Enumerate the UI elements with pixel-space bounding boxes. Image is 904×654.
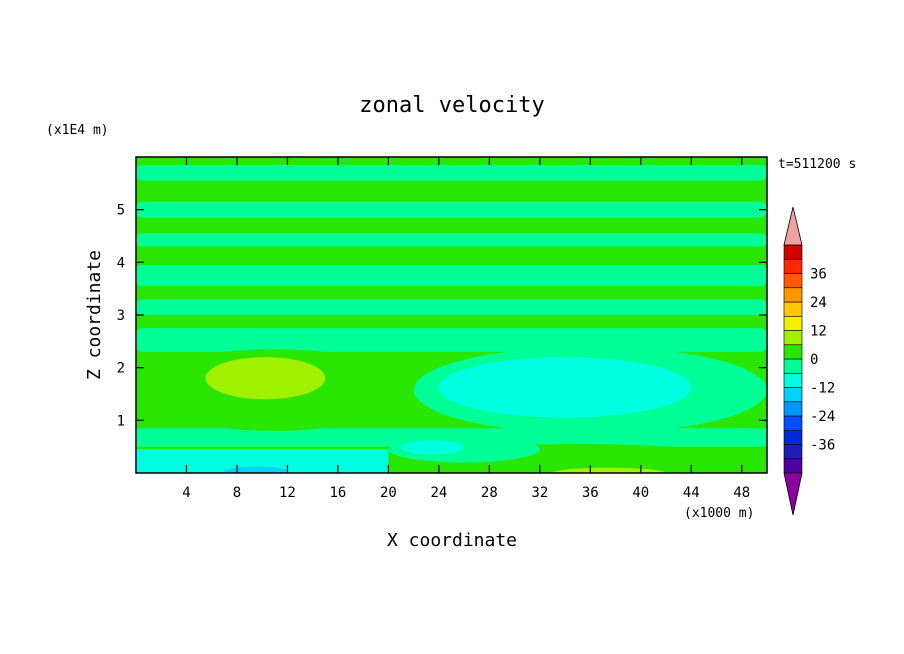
contour-region-2 xyxy=(136,201,767,218)
colorbar-tick-label: -36 xyxy=(810,438,835,454)
contour-region-6 xyxy=(136,328,767,352)
colorbar-swatch xyxy=(783,344,803,360)
colorbar-swatch xyxy=(783,372,803,388)
colorbar-swatch xyxy=(783,387,803,403)
x-tick-label: 20 xyxy=(380,485,397,501)
y-tick-label: 3 xyxy=(117,308,125,324)
y-axis-ticks: 1 2 3 4 5 xyxy=(117,203,767,429)
x-tick-label: 36 xyxy=(582,485,599,501)
colorbar-swatch xyxy=(783,444,803,460)
x-tick-label: 32 xyxy=(531,485,548,501)
contour-field xyxy=(136,157,767,473)
contour-region-17 xyxy=(205,357,326,400)
chart-title: zonal velocity xyxy=(359,93,544,118)
x-tick-label: 48 xyxy=(733,485,750,501)
colorbar-tick-label: 36 xyxy=(810,267,827,283)
contour-region-5 xyxy=(136,299,767,315)
x-tick-label: 24 xyxy=(430,485,447,501)
colorbar-swatch xyxy=(783,429,803,445)
colorbar-swatch xyxy=(783,258,803,274)
y-tick-label: 5 xyxy=(117,203,125,219)
x-tick-label: 4 xyxy=(182,485,190,501)
x-tick-label: 16 xyxy=(329,485,346,501)
colorbar-swatch xyxy=(783,273,803,289)
colorbar-tick-label: 12 xyxy=(810,324,827,340)
x-axis-label: X coordinate xyxy=(387,530,517,551)
contour-region-11 xyxy=(224,466,288,473)
x-tick-label: 44 xyxy=(683,485,700,501)
x-tick-label: 12 xyxy=(279,485,296,501)
colorbar-swatch xyxy=(783,415,803,431)
colorbar-swatch xyxy=(783,301,803,317)
colorbar-extend-low xyxy=(783,472,803,516)
contour-region-20 xyxy=(552,372,679,410)
colorbar-tick-label: -24 xyxy=(810,409,835,425)
contour-region-13 xyxy=(552,467,667,473)
colorbar-tick-label: 0 xyxy=(810,352,818,368)
contour-region-1 xyxy=(136,164,767,181)
y-tick-label: 4 xyxy=(117,255,125,271)
colorbar-swatch xyxy=(783,458,803,474)
colorbar: 36 24 12 0 -12 -24 -36 xyxy=(783,206,835,516)
y-axis-label: Z coordinate xyxy=(84,250,105,380)
time-label: t=511200 s xyxy=(778,157,856,172)
contour-region-4 xyxy=(136,264,767,287)
colorbar-tick-label: 24 xyxy=(810,295,827,311)
x-tick-label: 8 xyxy=(233,485,241,501)
x-unit-label: (x1000 m) xyxy=(684,506,754,521)
x-axis-ticks: 4 8 12 16 20 24 28 32 36 40 44 48 xyxy=(182,157,750,501)
colorbar-tick-label: -12 xyxy=(810,381,835,397)
colorbar-swatch xyxy=(783,358,803,374)
contour-region-15 xyxy=(401,440,465,455)
x-tick-label: 28 xyxy=(481,485,498,501)
x-tick-label: 40 xyxy=(632,485,649,501)
colorbar-swatch xyxy=(783,315,803,331)
colorbar-extend-high xyxy=(783,206,803,246)
y-tick-label: 1 xyxy=(117,413,125,429)
colorbar-swatch xyxy=(783,244,803,260)
colorbar-swatch xyxy=(783,287,803,303)
y-unit-label: (x1E4 m) xyxy=(46,123,109,138)
colorbar-swatch xyxy=(783,401,803,417)
colorbar-swatch xyxy=(783,330,803,346)
contour-region-3 xyxy=(136,233,767,247)
y-tick-label: 2 xyxy=(117,361,125,377)
contour-region-7 xyxy=(136,251,767,263)
